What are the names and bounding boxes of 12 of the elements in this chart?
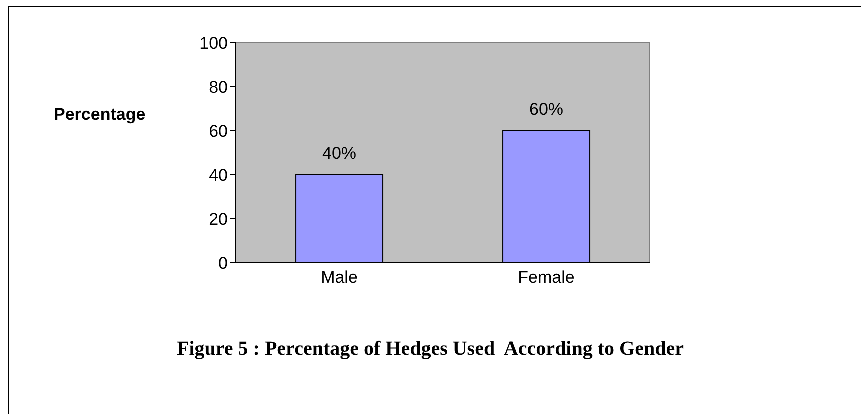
y-tick-label: 40 [209,166,228,186]
data-label: 40% [322,144,357,163]
y-tick-label: 0 [218,254,228,274]
data-label: 60% [530,100,564,119]
y-tick-label: 20 [209,210,228,230]
y-tick-label: 60 [209,122,228,142]
x-tick-label: Male [321,268,358,288]
text: Figure 5 : Percentage of Hedges Used According to Gender [176,338,685,361]
y-tick-label: 100 [200,34,228,54]
y-axis-title: Percentage [54,105,146,124]
y-tick-label: 80 [209,78,228,98]
x-tick-label: Female [518,268,575,288]
